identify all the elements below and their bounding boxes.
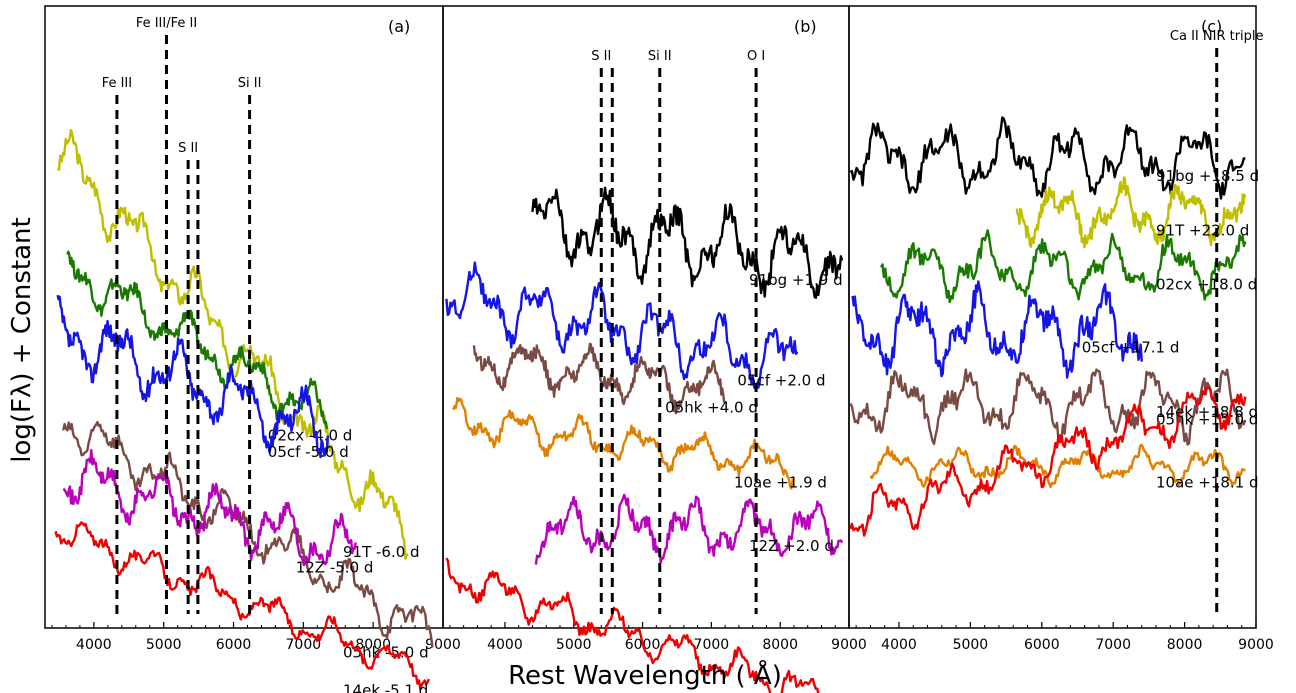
series-label: 14ek +18.8 d — [1156, 403, 1258, 421]
series-label: 91T -6.0 d — [343, 543, 420, 561]
x-tick-label: 4000 — [76, 637, 112, 653]
spectrum-12Z — [62, 448, 357, 567]
spectrum-91T — [1015, 176, 1247, 249]
spectrum-10ae — [869, 443, 1247, 489]
series-label: 12Z -5.0 d — [296, 558, 374, 576]
line-marker-label: Si II — [238, 76, 262, 91]
series-label: 05cf +2.0 d — [737, 371, 825, 389]
line-marker-label: O I — [747, 49, 765, 64]
line-marker-label: Ca II NIR triple — [1170, 29, 1264, 44]
spectrum-91T — [56, 128, 409, 560]
spectrum-91bg — [531, 186, 844, 299]
series-label: 05hk +15.0 d — [1156, 411, 1258, 429]
x-tick-label: 7000 — [1095, 637, 1131, 653]
series-label: 10ae +1.9 d — [734, 473, 827, 491]
spectrum-14ek — [849, 386, 1247, 537]
series-label: 10ae +18.1 d — [1156, 474, 1259, 492]
panel-label: (a) — [388, 17, 410, 36]
line-marker-label: S II — [178, 141, 198, 156]
spectrum-05hk — [62, 420, 434, 648]
series-label: 05hk +4.0 d — [665, 398, 758, 416]
x-tick-label: 7000 — [286, 637, 322, 653]
x-tick-label: 4000 — [487, 637, 523, 653]
x-tick-label: 5000 — [953, 637, 989, 653]
series-label: 05cf +17.1 d — [1082, 339, 1180, 357]
series-label: 14ek -5.1 d — [343, 682, 428, 693]
x-tick-label: 9000 — [1238, 637, 1274, 653]
line-marker-label: Fe III/Fe II — [136, 16, 197, 31]
x-tick-label: 5000 — [146, 637, 182, 653]
x-axis-title: Rest Wavelength ( Å) — [508, 659, 782, 691]
line-marker-label: Fe III — [102, 76, 132, 91]
series-label: 91T +22.0 d — [1156, 221, 1249, 239]
panel-frame — [848, 5, 1257, 629]
x-tick-label: 8000 — [762, 637, 798, 653]
series-label: 12Z +2.0 d — [749, 537, 834, 555]
x-tick-label: 8000 — [1167, 637, 1203, 653]
series-label: 02cx -4.0 d — [268, 427, 353, 445]
x-tick-label: 6000 — [216, 637, 252, 653]
panel-label: (c) — [1201, 17, 1222, 36]
series-label: 05hk -5.0 d — [343, 643, 429, 661]
spectrum-05cf — [851, 280, 1143, 379]
series-label: 91bg +1.9 d — [749, 271, 843, 289]
line-marker-label: Si II — [648, 49, 672, 64]
x-tick-label: 5000 — [556, 637, 592, 653]
series-label: 05cf -5.0 d — [268, 443, 349, 461]
x-tick-label: 9000 — [831, 637, 867, 653]
spectrum-12Z — [534, 493, 844, 565]
y-axis-title: log(Fλ) + Constant — [7, 217, 37, 462]
spectrum-05cf — [445, 261, 799, 390]
line-marker-label: S II — [591, 49, 611, 64]
series-label: 02cx +18.0 d — [1156, 275, 1257, 293]
spectrum-14ek — [54, 521, 431, 691]
spectrum-05hk — [472, 342, 726, 415]
x-tick-label: 6000 — [1024, 637, 1060, 653]
panel-c: 4000 5000 6000 7000 8000 9000 91bg +18.5 d 91T … — [848, 5, 1274, 653]
spectrum-05cf — [56, 294, 329, 459]
series-label: 91bg +18.5 d — [1156, 167, 1259, 185]
x-tick-label: 4000 — [881, 637, 917, 653]
x-tick-label: 7000 — [694, 637, 730, 653]
panel-label: (b) — [794, 17, 817, 36]
spectrum-02cx — [880, 229, 1247, 304]
spectrum-14ek — [445, 557, 820, 693]
spectrum-91bg — [849, 116, 1246, 200]
x-tick-label: 9000 — [425, 637, 461, 653]
spectrum-10ae — [452, 396, 795, 490]
